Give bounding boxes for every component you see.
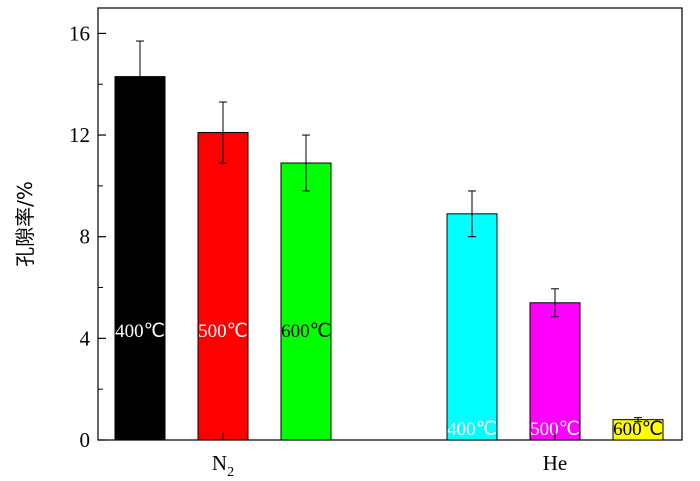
y-tick-label: 4 bbox=[80, 326, 91, 350]
bar-label: 400℃ bbox=[115, 321, 165, 342]
x-group-label: N2 bbox=[212, 451, 234, 480]
bar-label: 400℃ bbox=[447, 419, 497, 440]
bar-label: 600℃ bbox=[281, 321, 331, 342]
y-axis-title: 孔隙率/% bbox=[13, 181, 37, 267]
bar bbox=[280, 162, 332, 441]
plot-frame bbox=[97, 7, 683, 441]
y-tick-label: 0 bbox=[80, 428, 91, 452]
bar-label: 500℃ bbox=[530, 419, 580, 440]
y-tick-label: 16 bbox=[69, 21, 90, 45]
y-tick-label: 12 bbox=[69, 123, 90, 147]
bar-label: 600℃ bbox=[613, 419, 663, 440]
bar bbox=[446, 213, 498, 441]
x-group-label: He bbox=[543, 451, 568, 475]
bar bbox=[197, 132, 249, 441]
bar bbox=[529, 302, 581, 441]
y-tick-label: 8 bbox=[80, 225, 91, 249]
bar bbox=[114, 76, 166, 441]
bar-label: 500℃ bbox=[198, 321, 248, 342]
